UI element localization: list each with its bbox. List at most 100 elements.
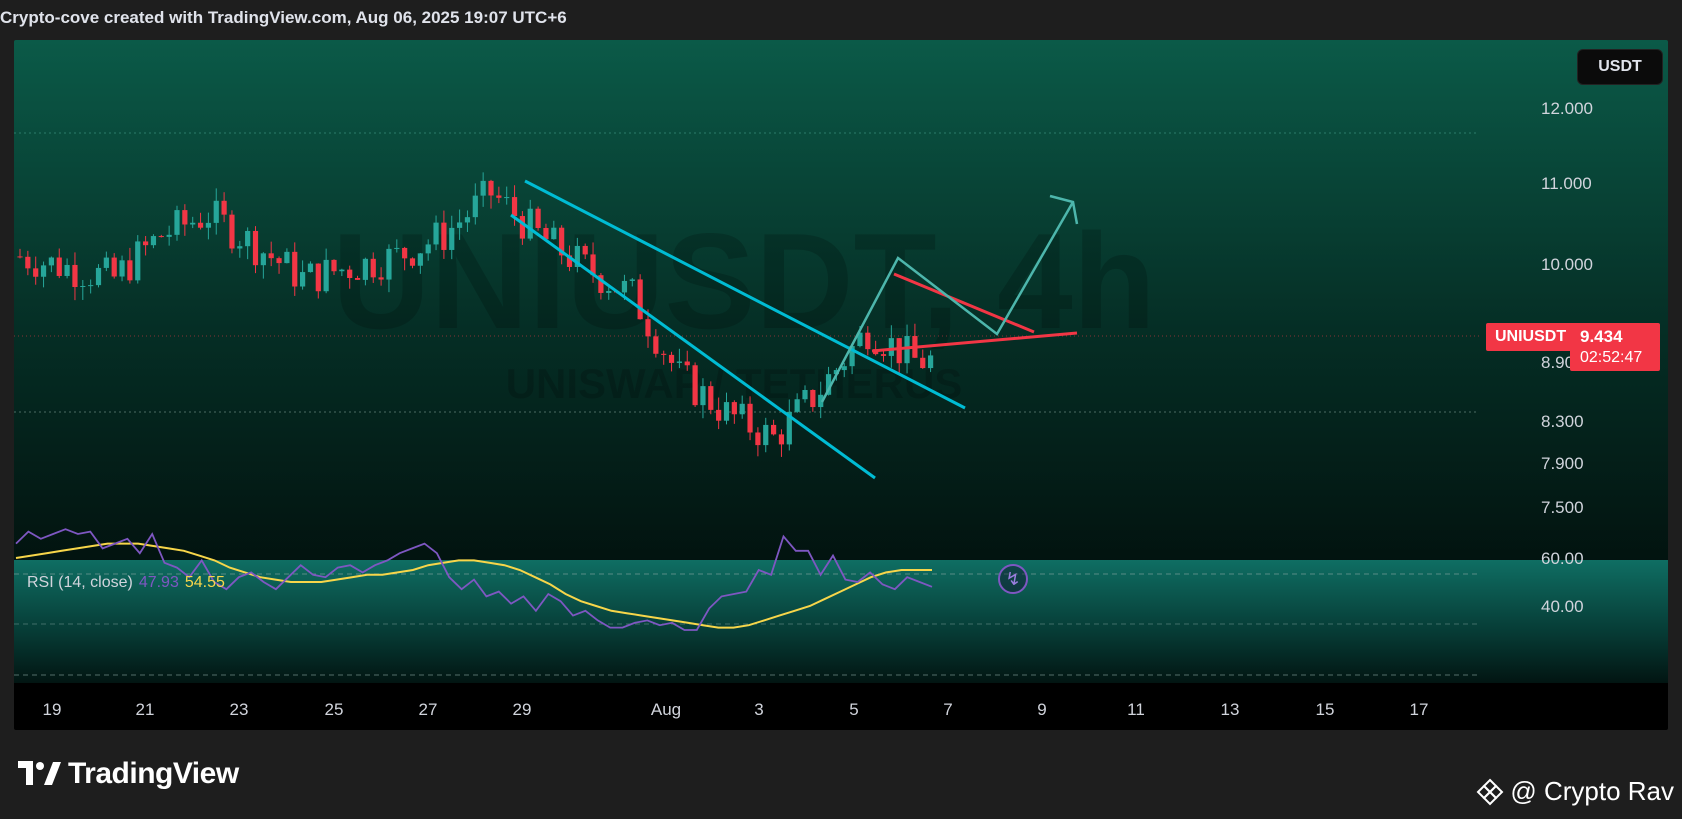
candle-body [158, 236, 164, 238]
candle-body [527, 208, 533, 239]
candle-body [150, 236, 157, 246]
time-tick: 17 [1410, 700, 1429, 719]
candle-body [692, 365, 698, 406]
candle-body [48, 257, 54, 266]
time-tick: 19 [43, 700, 62, 719]
time-axis-bg [14, 683, 1668, 730]
candle-body [221, 200, 227, 215]
candle-body [888, 338, 894, 356]
candle-body [307, 263, 314, 273]
candle-body [135, 241, 141, 281]
candle-body [802, 389, 808, 400]
candle-body [472, 195, 478, 218]
candle-body [684, 361, 690, 366]
candle-body [40, 265, 47, 277]
price-tick: 7.500 [1541, 498, 1584, 517]
candle-body [127, 260, 133, 281]
candle-body [661, 353, 667, 355]
price-tick: 8.300 [1541, 412, 1584, 431]
candle-body [747, 403, 753, 433]
candle-body [378, 277, 384, 280]
time-axis[interactable]: 19 21 23 25 27 29 Aug 3 5 7 9 11 13 15 17 [43, 700, 1429, 719]
time-tick: 25 [325, 700, 344, 719]
candle-body [582, 245, 588, 255]
time-tick: 23 [230, 700, 249, 719]
candle-body [56, 257, 62, 276]
candle-body [566, 255, 573, 267]
candle-body [708, 386, 714, 410]
rsi-tick: 40.00 [1541, 597, 1584, 616]
candle-body [904, 335, 910, 364]
channel-lower-line[interactable] [510, 213, 876, 480]
candle-body [810, 389, 816, 408]
candle-body [25, 256, 31, 269]
candle-body [574, 245, 580, 267]
currency-button[interactable]: USDT [1577, 49, 1663, 85]
candle-body [653, 336, 659, 354]
candle-body [441, 222, 447, 250]
candle-body [519, 216, 525, 239]
candle-body [668, 354, 675, 363]
projection-arrow[interactable] [820, 201, 1075, 403]
candle-body [928, 355, 934, 369]
candle-body [284, 251, 290, 264]
candle-body [559, 227, 565, 256]
rsi-legend[interactable]: RSI (14, close) 47.93 54.55 [27, 574, 225, 592]
time-tick: 7 [943, 700, 952, 719]
triangle-lower-line[interactable] [871, 331, 1078, 353]
candle-body [205, 222, 211, 228]
candle-body [551, 227, 557, 240]
channel-upper-line[interactable] [524, 179, 966, 410]
time-tick: 15 [1316, 700, 1335, 719]
candle-body [354, 277, 361, 280]
chart-canvas[interactable]: UNIUSDT, 4h UNISWAP / TETHERUS 12.000 11… [14, 40, 1668, 730]
last-price-tag: 9.434 02:52:47 [1570, 323, 1660, 371]
time-tick: 3 [754, 700, 763, 719]
rsi-ma-line [15, 542, 932, 629]
candle-body [849, 346, 855, 367]
candle-body [95, 267, 102, 286]
candle-body [645, 319, 651, 337]
candle-body [17, 256, 23, 258]
candle-body [174, 210, 180, 235]
time-tick: 5 [849, 700, 858, 719]
candle-body [80, 286, 86, 288]
price-axis[interactable]: 12.000 11.000 10.000 8.900 8.300 7.900 7… [1541, 99, 1593, 616]
candle-body [590, 254, 596, 276]
candle-body [794, 399, 800, 412]
rsi-value: 47.93 [138, 574, 179, 591]
candle-body [72, 264, 78, 287]
candle-body [33, 268, 39, 277]
candle-body [716, 409, 722, 421]
candle-countdown: 02:52:47 [1580, 349, 1643, 366]
rsi-tick: 60.00 [1541, 549, 1584, 568]
candle-body [386, 248, 392, 280]
candle-body [166, 234, 172, 237]
candle-body [606, 290, 612, 293]
candle-body [857, 332, 863, 347]
candle-body [119, 260, 125, 277]
price-tick: 7.900 [1541, 454, 1584, 473]
candle-body [488, 180, 494, 196]
candle-body [731, 402, 737, 415]
candle-body [504, 197, 510, 199]
lightning-bolt-icon[interactable]: ↯ [998, 564, 1028, 594]
rsi-pane-bg [14, 560, 1668, 683]
last-price: 9.434 [1580, 327, 1623, 346]
time-tick: 27 [419, 700, 438, 719]
candle-body [771, 424, 777, 435]
candle-body [260, 253, 266, 266]
candle-body [755, 432, 761, 446]
tradingview-logo[interactable]: TradingView [18, 757, 239, 791]
price-tick: 10.000 [1541, 255, 1593, 274]
time-tick: 11 [1127, 700, 1145, 719]
time-tick: 13 [1221, 700, 1240, 719]
candle-body [417, 253, 423, 266]
candle-body [409, 258, 416, 266]
binance-diamond-icon [1476, 778, 1504, 805]
candle-body [629, 279, 635, 281]
tradingview-logo-icon [18, 761, 61, 785]
triangle-upper-line[interactable] [893, 272, 1035, 334]
time-tick: 9 [1037, 700, 1046, 719]
candle-body [347, 269, 353, 278]
